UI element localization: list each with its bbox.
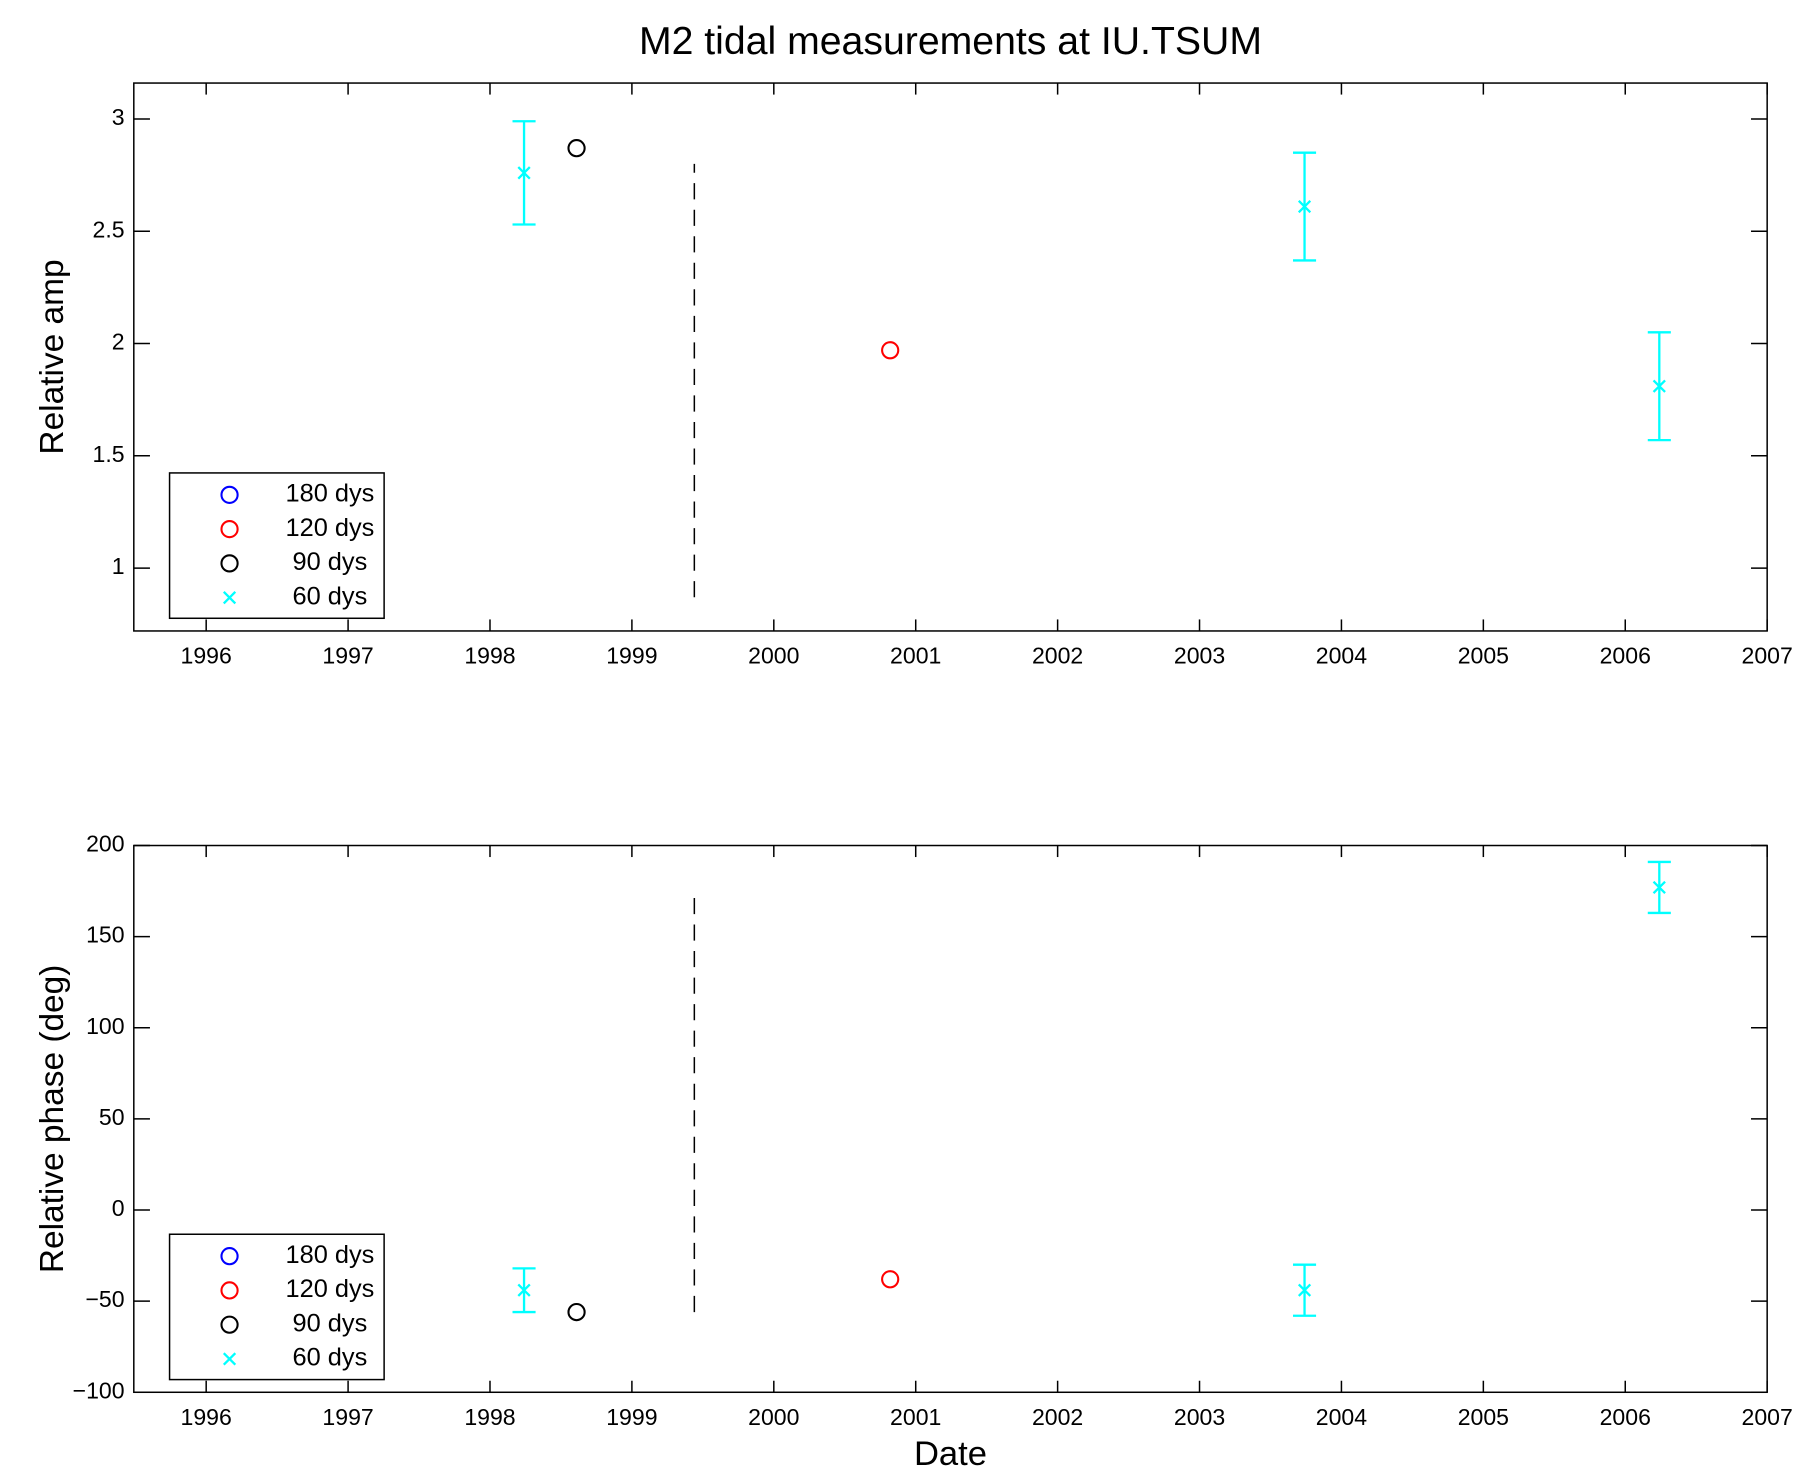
x-tick-label: 2007 [1742,643,1793,669]
x-stroke [1297,1283,1312,1297]
circle-marker [220,1315,239,1334]
x-stroke [517,166,531,180]
axes-frame [133,82,1768,632]
x-marker [1652,880,1666,895]
legend-box [168,472,385,620]
x-tick-label: 2003 [1174,1404,1225,1430]
legend-box [168,1233,385,1381]
x-tick-label: 1997 [322,1404,373,1430]
x-marker [1297,199,1312,214]
x-tick-label: 1998 [464,643,515,669]
x-tick-label: 2007 [1742,1404,1793,1430]
x-marker [517,166,531,180]
x-stroke [517,1283,531,1297]
x-stroke [1652,880,1666,895]
x-tick-label: 2005 [1458,1404,1509,1430]
x-marker [222,591,237,605]
y-tick-label: 2.5 [93,216,125,242]
circle-marker [881,1270,900,1289]
y-tick-label: 150 [86,922,124,948]
y-tick-label: 1.5 [93,441,125,467]
x-stroke [222,591,237,605]
x-tick-label: 2004 [1316,643,1367,669]
y-tick-label: −50 [85,1286,124,1312]
x-stroke [222,1352,237,1366]
y-axis-label: Relative phase (deg) [34,965,71,1274]
y-tick-label: 2 [112,329,125,355]
y-tick-label: 3 [112,104,125,130]
x-tick-label: 2001 [890,643,941,669]
x-tick-label: 1999 [606,643,657,669]
x-tick-label: 1996 [181,643,232,669]
circle-marker [567,139,586,158]
circle-marker [567,1302,586,1322]
circle-marker [220,554,239,573]
legend-label: 180 dys [285,480,374,508]
y-tick-label: 200 [86,831,124,857]
x-tick-label: 2003 [1174,643,1225,669]
x-marker [517,1283,531,1297]
x-tick-label: 2000 [748,1404,799,1430]
y-axis-label: Relative amp [34,259,71,454]
circle-marker [220,1247,239,1266]
x-tick-label: 1997 [322,643,373,669]
x-marker [222,1352,237,1366]
y-tick-label: 100 [86,1013,124,1039]
legend-label: 120 dys [285,1275,374,1303]
legend-label: 180 dys [285,1241,374,1269]
x-tick-label: 2006 [1600,643,1651,669]
x-tick-label: 2001 [890,1404,941,1430]
x-axis-label: Date [914,1435,987,1473]
circle-marker [881,341,900,360]
circle-marker [220,1281,239,1300]
legend-label: 120 dys [285,514,374,542]
x-stroke [1297,199,1312,214]
circle-marker [220,519,239,539]
x-marker [1652,379,1666,393]
y-tick-label: 50 [99,1104,125,1130]
circle-marker [220,485,239,504]
x-tick-label: 2006 [1600,1404,1651,1430]
legend-label: 90 dys [293,1309,368,1337]
x-marker [1297,1283,1312,1297]
x-tick-label: 1996 [181,1404,232,1430]
x-tick-label: 2000 [748,643,799,669]
x-tick-label: 1999 [606,1404,657,1430]
y-tick-label: −100 [73,1377,125,1403]
x-tick-label: 1998 [464,1404,515,1430]
legend-label: 60 dys [293,582,368,610]
x-tick-label: 2005 [1458,643,1509,669]
x-stroke [1652,379,1666,393]
x-tick-label: 2002 [1032,1404,1083,1430]
chart-title: M2 tidal measurements at IU.TSUM [639,20,1262,63]
x-tick-label: 2002 [1032,643,1083,669]
y-tick-label: 0 [112,1195,125,1221]
x-tick-label: 2004 [1316,1404,1367,1430]
legend-label: 60 dys [293,1344,368,1372]
legend: 180 dys 120 dys 90 dys 60 dys [168,472,385,620]
legend: 180 dys 120 dys 90 dys 60 dys [168,1233,385,1381]
y-tick-label: 1 [112,553,125,579]
legend-label: 90 dys [293,548,368,576]
plot-root: M2 tidal measurements at IU.TSUM Relative… [34,20,1793,1473]
